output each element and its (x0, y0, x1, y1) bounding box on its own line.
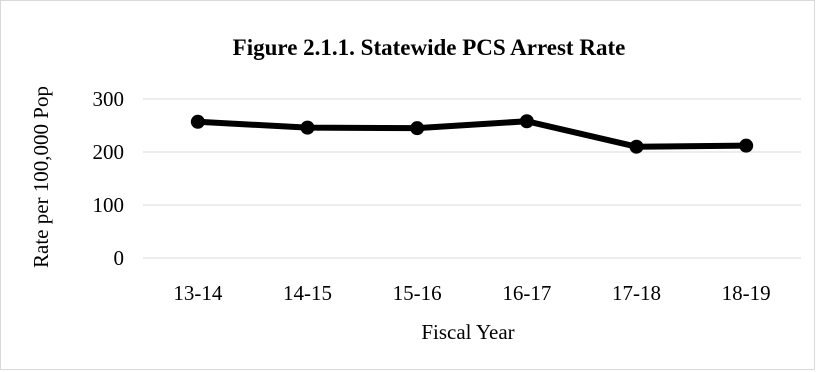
data-point (190, 114, 205, 129)
x-tick-label: 17-18 (612, 281, 661, 305)
y-axis-ticks: 0 100 200 300 (93, 87, 125, 270)
x-tick-label: 15-16 (393, 281, 442, 305)
series-line (194, 118, 750, 150)
data-point (629, 139, 644, 154)
x-tick-label: 14-15 (283, 281, 332, 305)
x-axis-label: Fiscal Year (421, 320, 514, 344)
data-point (519, 114, 534, 129)
data-point (410, 121, 425, 136)
y-tick-label: 300 (93, 87, 125, 111)
data-point (300, 120, 315, 135)
y-axis-label: Rate per 100,000 Pop (29, 86, 53, 268)
y-tick-label: 100 (93, 193, 125, 217)
data-point (739, 138, 754, 153)
y-tick-label: 200 (93, 140, 125, 164)
x-tick-label: 16-17 (502, 281, 551, 305)
y-tick-label: 0 (114, 246, 125, 270)
x-tick-label: 13-14 (173, 281, 222, 305)
x-axis-ticks: 13-14 14-15 15-16 16-17 17-18 18-19 (173, 281, 770, 305)
series-layer (190, 114, 754, 154)
chart-title: Figure 2.1.1. Statewide PCS Arrest Rate (233, 35, 626, 60)
x-tick-label: 18-19 (722, 281, 771, 305)
gridlines (143, 98, 801, 259)
